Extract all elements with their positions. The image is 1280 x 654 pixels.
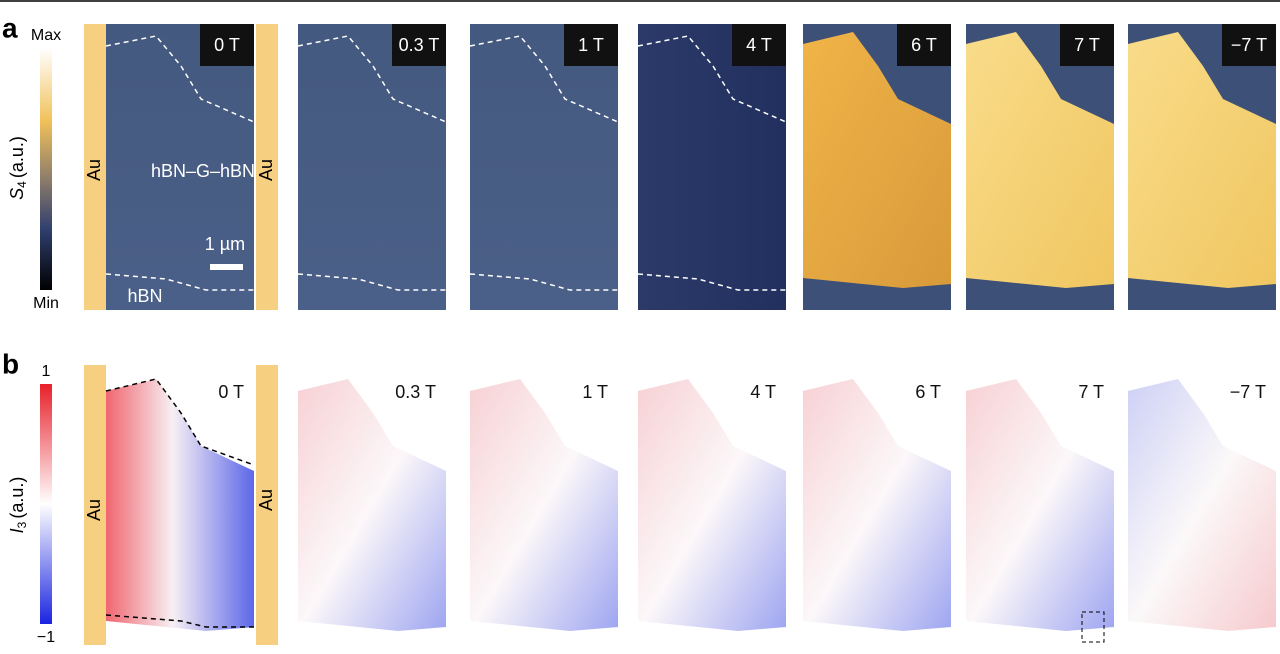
sample-edge: [105, 378, 255, 466]
au-label: Au: [84, 499, 104, 521]
field-label: 0.3 T: [395, 382, 436, 402]
symbol: S: [7, 188, 27, 200]
current-map: [803, 379, 951, 631]
sample-edge: [469, 273, 618, 291]
sample-region: [966, 32, 1114, 288]
current-map: [638, 379, 786, 631]
field-label: 1 T: [582, 382, 608, 402]
field-label-box: [732, 24, 786, 66]
field-label-box: [1060, 24, 1114, 66]
panel-letter: a: [2, 12, 18, 43]
field-label-box: [392, 24, 446, 66]
field-label-box: [200, 24, 254, 66]
image-panel: [638, 24, 786, 310]
image-panel: [470, 24, 618, 310]
current-map: [1128, 379, 1276, 631]
field-label: 0 T: [218, 382, 244, 402]
sample-edge: [297, 273, 446, 291]
sample-region: [803, 32, 951, 288]
field-label: 0 T: [214, 35, 240, 55]
image-panel: [106, 24, 254, 310]
current-map: [966, 379, 1114, 631]
subscript: 3: [15, 521, 29, 528]
field-label-box: [564, 24, 618, 66]
field-label-box: [1222, 24, 1276, 66]
sample-edge: [469, 35, 619, 123]
colorbar-label: S4 (a.u.): [7, 136, 29, 200]
sample-edge: [105, 35, 255, 123]
subscript: 4: [15, 181, 29, 188]
colorbar-min: Min: [33, 295, 59, 312]
current-map: [470, 379, 618, 631]
colorbar-max: Max: [31, 27, 61, 44]
field-label: −7 T: [1231, 35, 1267, 55]
colorbar-label: I3 (a.u.): [7, 477, 29, 534]
sample-edge: [637, 35, 787, 123]
au-label: Au: [84, 159, 104, 181]
substrate-label: hBN: [127, 286, 162, 306]
field-label: 1 T: [578, 35, 604, 55]
image-panel: [298, 24, 446, 310]
inset-box: [1081, 611, 1105, 643]
panel-letter: b: [2, 348, 19, 379]
field-label: 7 T: [1078, 382, 1104, 402]
gold-electrode: [84, 365, 106, 645]
sample-region: [1128, 32, 1276, 288]
colorbar: [40, 384, 52, 624]
gold-electrode: [256, 365, 278, 645]
colorbar-max: 1: [42, 363, 51, 380]
sample-edge: [105, 273, 254, 291]
field-label: 4 T: [746, 35, 772, 55]
current-map: [298, 379, 446, 631]
field-label: −7 T: [1230, 382, 1266, 402]
sample-label: hBN–G–hBN: [151, 161, 255, 181]
gold-electrode: [84, 24, 106, 310]
current-map: [106, 379, 254, 631]
unit: (a.u.): [7, 477, 27, 519]
scale-bar-label: 1 µm: [205, 234, 245, 254]
field-label: 4 T: [750, 382, 776, 402]
colorbar-min: −1: [37, 629, 55, 646]
sample-edge: [105, 614, 254, 628]
unit: (a.u.): [7, 136, 27, 178]
au-label: Au: [256, 159, 276, 181]
au-label: Au: [256, 489, 276, 511]
field-label-box: [897, 24, 951, 66]
field-label: 6 T: [915, 382, 941, 402]
field-label: 7 T: [1074, 35, 1100, 55]
scale-bar: [210, 264, 243, 270]
field-label: 6 T: [911, 35, 937, 55]
sample-edge: [297, 35, 447, 123]
symbol: I: [7, 528, 27, 533]
colorbar: [40, 48, 52, 290]
field-label: 0.3 T: [399, 35, 440, 55]
gold-electrode: [256, 24, 278, 310]
sample-edge: [637, 273, 786, 291]
